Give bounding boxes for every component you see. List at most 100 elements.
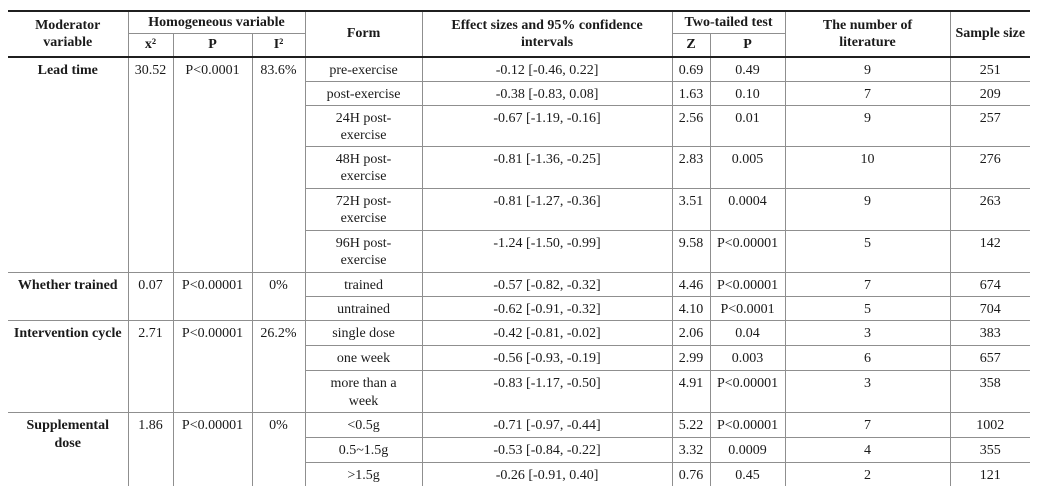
- effect-size-cell: -0.38 [-0.83, 0.08]: [421, 81, 673, 107]
- sample-size-cell: 251: [949, 56, 1031, 83]
- effect-size-cell: -0.42 [-0.81, -0.02]: [421, 320, 673, 347]
- header-effect-sizes: Effect sizes and 95% confidence interval…: [421, 10, 673, 58]
- z-cell: 2.83: [671, 146, 711, 190]
- literature-count-cell: 3: [784, 320, 951, 347]
- p-cell: 0.0009: [709, 437, 786, 463]
- form-cell: one week: [304, 345, 423, 372]
- p-cell: 0.04: [709, 320, 786, 347]
- effect-size-cell: -0.53 [-0.84, -0.22]: [421, 437, 673, 463]
- table-row: 0.5~1.5g -0.53 [-0.84, -0.22] 3.32 0.000…: [8, 437, 1031, 463]
- header-number-of-literature: The number of literature: [784, 10, 951, 58]
- p-cell: 0.003: [709, 345, 786, 372]
- sample-size-cell: 355: [949, 437, 1031, 463]
- effect-size-cell: -0.26 [-0.91, 0.40]: [421, 461, 673, 486]
- p-cell: 0.01: [709, 105, 786, 148]
- z-cell: 3.51: [671, 188, 711, 232]
- sample-size-cell: 257: [949, 105, 1031, 148]
- literature-count-cell: 7: [784, 412, 951, 439]
- p-cell: 0.10: [709, 81, 786, 107]
- literature-count-cell: 10: [784, 146, 951, 190]
- z-cell: 0.69: [671, 56, 711, 83]
- z-cell: 2.06: [671, 320, 711, 347]
- homogeneous-p-cell: P<0.00001: [172, 320, 253, 414]
- table-row: 96H post- exercise -1.24 [-1.50, -0.99] …: [8, 230, 1031, 274]
- literature-count-cell: 6: [784, 345, 951, 372]
- p-cell: P<0.00001: [709, 230, 786, 274]
- p-cell: 0.49: [709, 56, 786, 83]
- literature-count-cell: 2: [784, 461, 951, 486]
- literature-count-cell: 9: [784, 188, 951, 232]
- literature-count-cell: 5: [784, 230, 951, 274]
- literature-count-cell: 7: [784, 81, 951, 107]
- i-squared-cell: 83.6%: [251, 56, 306, 274]
- effect-size-cell: -0.57 [-0.82, -0.32]: [421, 272, 673, 298]
- chi-square-cell: 2.71: [127, 320, 174, 414]
- effect-size-cell: -0.62 [-0.91, -0.32]: [421, 296, 673, 322]
- z-cell: 3.32: [671, 437, 711, 463]
- moderator-cell: Intervention cycle: [7, 320, 129, 414]
- form-cell: post-exercise: [304, 81, 423, 107]
- homogeneous-p-cell: P<0.00001: [172, 412, 253, 486]
- header-two-tailed-test: Two-tailed test: [671, 10, 786, 34]
- effect-size-cell: -0.67 [-1.19, -0.16]: [421, 105, 673, 148]
- z-cell: 1.63: [671, 81, 711, 107]
- table-body: Lead time 30.52 P<0.0001 83.6% pre-exerc…: [7, 56, 1031, 486]
- chi-square-cell: 30.52: [127, 56, 174, 274]
- p-cell: P<0.00001: [709, 272, 786, 298]
- effect-size-cell: -0.81 [-1.36, -0.25]: [421, 146, 673, 190]
- homogeneous-p-cell: P<0.0001: [172, 56, 253, 274]
- moderator-cell: Lead time: [7, 56, 129, 274]
- form-cell: 0.5~1.5g: [304, 437, 423, 463]
- table-row: more than a week -0.83 [-1.17, -0.50] 4.…: [8, 370, 1031, 414]
- header-chi-square: x²: [127, 32, 174, 58]
- sample-size-cell: 142: [949, 230, 1031, 274]
- header-sample-size: Sample size: [949, 10, 1031, 58]
- sample-size-cell: 1002: [949, 412, 1031, 439]
- table-row: Lead time 30.52 P<0.0001 83.6% pre-exerc…: [7, 56, 1031, 274]
- header-two-tailed-p: P: [709, 32, 786, 58]
- i-squared-cell: 0%: [251, 412, 306, 486]
- header-moderator-variable: Moderator variable: [7, 10, 129, 58]
- literature-count-cell: 9: [784, 56, 951, 83]
- literature-count-cell: 3: [784, 370, 951, 414]
- moderator-analysis-table: Moderator variable Homogeneous variable …: [7, 10, 1031, 486]
- sample-size-cell: 674: [949, 272, 1031, 298]
- sample-size-cell: 263: [949, 188, 1031, 232]
- table-row: Intervention cycle 2.71 P<0.00001 26.2% …: [7, 320, 1031, 414]
- form-cell: 72H post- exercise: [304, 188, 423, 232]
- table-row: Supplemental dose 1.86 P<0.00001 0% <0.5…: [7, 412, 1031, 486]
- header-homogeneous-p: P: [172, 32, 253, 58]
- effect-size-cell: -0.56 [-0.93, -0.19]: [421, 345, 673, 372]
- chi-square-cell: 1.86: [127, 412, 174, 486]
- sample-size-cell: 276: [949, 146, 1031, 190]
- p-cell: 0.0004: [709, 188, 786, 232]
- z-cell: 9.58: [671, 230, 711, 274]
- homogeneous-p-cell: P<0.00001: [172, 272, 253, 322]
- z-cell: 2.56: [671, 105, 711, 148]
- literature-count-cell: 4: [784, 437, 951, 463]
- p-cell: P<0.00001: [709, 370, 786, 414]
- p-cell: P<0.0001: [709, 296, 786, 322]
- literature-count-cell: 9: [784, 105, 951, 148]
- sample-size-cell: 704: [949, 296, 1031, 322]
- form-cell: untrained: [304, 296, 423, 322]
- form-cell: <0.5g: [304, 412, 423, 439]
- form-cell: pre-exercise: [304, 56, 423, 83]
- z-cell: 2.99: [671, 345, 711, 372]
- sample-size-cell: 657: [949, 345, 1031, 372]
- header-z: Z: [671, 32, 711, 58]
- form-cell: >1.5g: [304, 461, 423, 486]
- effect-size-cell: -0.71 [-0.97, -0.44]: [421, 412, 673, 439]
- sample-size-cell: 209: [949, 81, 1031, 107]
- literature-count-cell: 5: [784, 296, 951, 322]
- table-row: 72H post- exercise -0.81 [-1.27, -0.36] …: [8, 188, 1031, 232]
- z-cell: 4.46: [671, 272, 711, 298]
- table-header: Moderator variable Homogeneous variable …: [7, 10, 1031, 58]
- sample-size-cell: 383: [949, 320, 1031, 347]
- z-cell: 4.10: [671, 296, 711, 322]
- p-cell: 0.45: [709, 461, 786, 486]
- header-i-squared: I²: [251, 32, 306, 58]
- effect-size-cell: -0.12 [-0.46, 0.22]: [421, 56, 673, 83]
- sample-size-cell: 358: [949, 370, 1031, 414]
